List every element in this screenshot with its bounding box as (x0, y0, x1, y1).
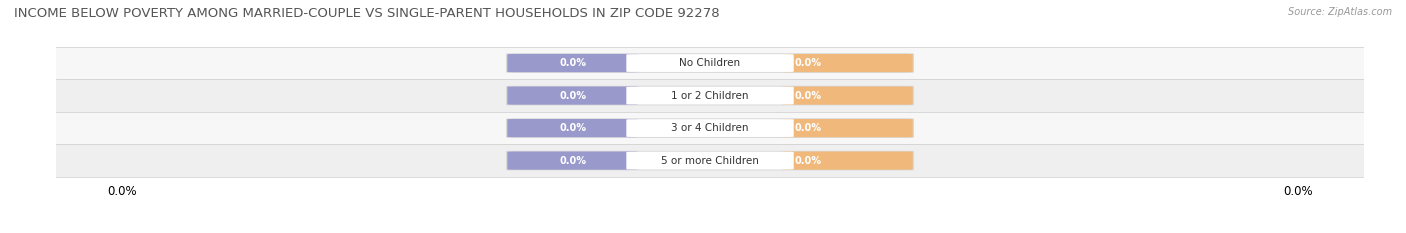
FancyBboxPatch shape (508, 151, 638, 170)
FancyBboxPatch shape (508, 119, 638, 137)
Legend: Married Couples, Single Parents: Married Couples, Single Parents (595, 230, 825, 233)
Text: INCOME BELOW POVERTY AMONG MARRIED-COUPLE VS SINGLE-PARENT HOUSEHOLDS IN ZIP COD: INCOME BELOW POVERTY AMONG MARRIED-COUPL… (14, 7, 720, 20)
Text: 0.0%: 0.0% (794, 91, 821, 101)
Text: 5 or more Children: 5 or more Children (661, 156, 759, 166)
FancyBboxPatch shape (782, 151, 912, 170)
FancyBboxPatch shape (626, 119, 794, 137)
Text: 0.0%: 0.0% (794, 58, 821, 68)
FancyBboxPatch shape (626, 87, 794, 104)
Bar (56, 144, 1364, 177)
FancyBboxPatch shape (506, 118, 914, 138)
FancyBboxPatch shape (506, 151, 914, 170)
Text: 0.0%: 0.0% (560, 123, 586, 133)
Text: 0.0%: 0.0% (560, 58, 586, 68)
Text: 3 or 4 Children: 3 or 4 Children (671, 123, 749, 133)
FancyBboxPatch shape (626, 54, 794, 72)
Text: No Children: No Children (679, 58, 741, 68)
Text: Source: ZipAtlas.com: Source: ZipAtlas.com (1288, 7, 1392, 17)
FancyBboxPatch shape (506, 53, 914, 73)
Text: 0.0%: 0.0% (560, 91, 586, 101)
Bar (56, 79, 1364, 112)
Bar (56, 112, 1364, 144)
Text: 0.0%: 0.0% (794, 123, 821, 133)
Text: 0.0%: 0.0% (560, 156, 586, 166)
FancyBboxPatch shape (782, 86, 912, 105)
FancyBboxPatch shape (626, 152, 794, 169)
FancyBboxPatch shape (508, 54, 638, 72)
Text: 1 or 2 Children: 1 or 2 Children (671, 91, 749, 101)
Text: 0.0%: 0.0% (794, 156, 821, 166)
FancyBboxPatch shape (508, 86, 638, 105)
FancyBboxPatch shape (782, 54, 912, 72)
FancyBboxPatch shape (782, 119, 912, 137)
FancyBboxPatch shape (506, 86, 914, 105)
Bar (56, 47, 1364, 79)
